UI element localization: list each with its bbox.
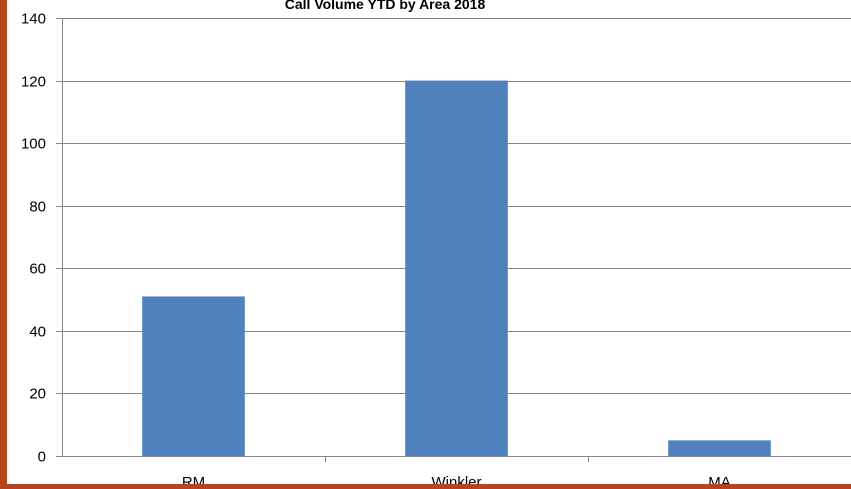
bars [142, 80, 771, 457]
y-tick-label-120: 120 [21, 74, 46, 91]
bar-ma [668, 440, 771, 456]
axes [56, 18, 851, 462]
bar-winkler [405, 80, 508, 457]
bar-rm [142, 296, 245, 456]
y-tick-label-60: 60 [29, 261, 46, 278]
y-tick-label-100: 100 [21, 136, 46, 153]
frame-left-border [0, 0, 7, 489]
y-tick-label-140: 140 [21, 11, 46, 28]
gridlines [62, 18, 851, 394]
y-tick-label-0: 0 [38, 449, 46, 466]
y-tick-label-80: 80 [29, 199, 46, 216]
y-tick-label-20: 20 [29, 386, 46, 403]
y-tick-label-40: 40 [29, 324, 46, 341]
frame-bottom-border [0, 484, 851, 489]
chart-title: Call Volume YTD by Area 2018 [285, 0, 486, 12]
